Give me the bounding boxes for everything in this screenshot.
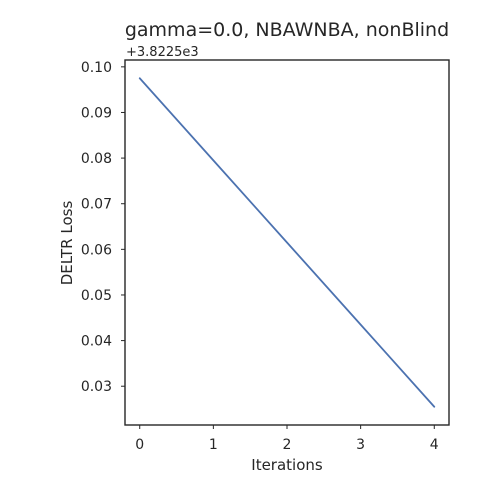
y-tick-label: 0.07 <box>81 197 112 213</box>
y-tick-label: 0.09 <box>81 105 112 121</box>
x-tick-label: 0 <box>135 437 144 453</box>
x-tick-label: 3 <box>356 437 365 453</box>
x-tick-label: 1 <box>209 437 218 453</box>
x-axis-label: Iterations <box>251 456 323 474</box>
y-tick-label: 0.08 <box>81 151 112 167</box>
chart-title: gamma=0.0, NBAWNBA, nonBlind <box>125 19 449 41</box>
x-tick-label: 2 <box>283 437 292 453</box>
y-axis-ticks: 0.03 0.04 0.05 0.06 0.07 0.08 0.09 0.10 <box>81 60 125 395</box>
series-layer <box>138 77 436 408</box>
y-axis-label: DELTR Loss <box>58 201 76 286</box>
x-axis-ticks: 0 1 2 3 4 <box>135 425 439 453</box>
x-tick-label: 4 <box>430 437 439 453</box>
y-tick-label: 0.06 <box>81 242 112 258</box>
y-tick-label: 0.04 <box>81 334 112 350</box>
y-tick-label: 0.10 <box>81 60 112 76</box>
y-offset-label: +3.8225e3 <box>126 45 199 60</box>
series-line-0 <box>138 77 436 408</box>
y-tick-label: 0.05 <box>81 288 112 304</box>
plot-frame <box>124 59 450 426</box>
y-tick-label: 0.03 <box>81 379 112 395</box>
